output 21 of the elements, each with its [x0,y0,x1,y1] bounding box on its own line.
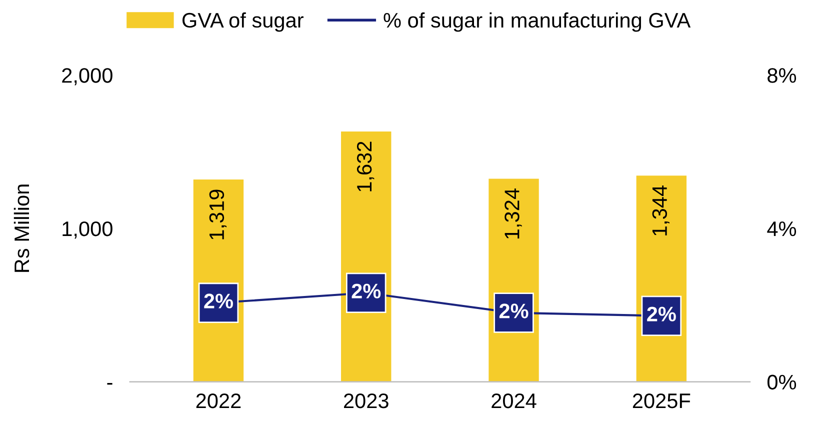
y-tick-label: 2,000 [62,68,112,86]
data-label: 2% [647,306,676,322]
x-tick-label: 2023 [344,393,388,408]
data-label: 2% [499,304,528,318]
y-tick-label: 1,000 [62,221,112,239]
legend-label: GVA of sugar [182,12,304,32]
y-tick-label: - [107,383,112,385]
x-tick-label: 2025F [632,393,690,408]
data-label: 1,324 [504,188,522,238]
y-axis-title: Rs Million [14,184,30,272]
y2-tick-label: 8% [768,68,796,83]
x-tick-label: 2022 [196,393,241,408]
data-label: 1,344 [652,185,670,236]
y2-tick-label: 0% [767,374,796,390]
legend-label: % of sugar in manufacturing GVA [384,12,691,32]
data-label: 2% [204,294,233,308]
data-label: 2% [352,284,381,298]
data-label: 1,319 [209,190,227,240]
x-tick-label: 2024 [492,393,536,408]
data-label: 1,632 [356,142,374,192]
y2-tick-label: 4% [767,222,796,236]
